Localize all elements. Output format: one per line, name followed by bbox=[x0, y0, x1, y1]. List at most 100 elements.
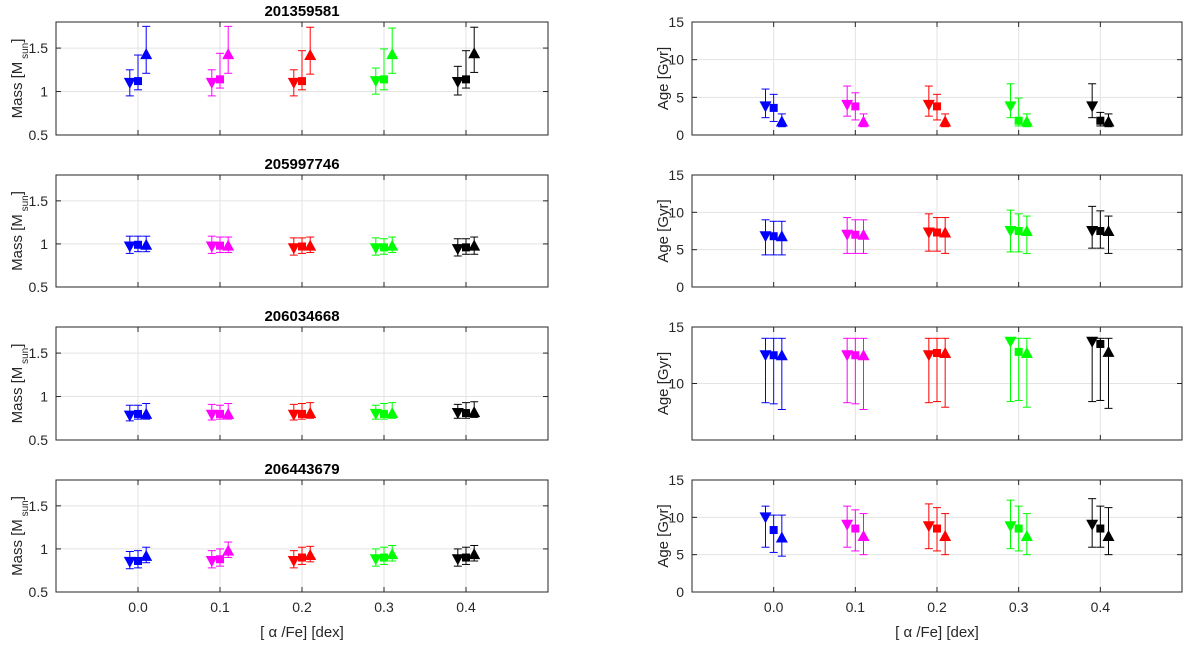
data-point-triangle-up bbox=[1102, 225, 1115, 236]
mass-axis-label: Mass [M sun] bbox=[9, 191, 31, 271]
data-point-square bbox=[1096, 227, 1105, 235]
y-tick-label: 1.5 bbox=[29, 345, 49, 361]
x-tick-label: 0.3 bbox=[374, 599, 394, 615]
y-tick-label: 0 bbox=[676, 584, 684, 600]
data-point-triangle-up bbox=[304, 407, 317, 419]
data-point-triangle-down bbox=[841, 229, 854, 241]
error-bar bbox=[769, 337, 778, 405]
data-point-triangle-up bbox=[386, 548, 399, 560]
data-point-triangle-down bbox=[123, 556, 136, 568]
data-layer bbox=[759, 83, 1115, 128]
data-point-square bbox=[933, 102, 941, 111]
y-tick-label: 10 bbox=[668, 376, 684, 392]
y-tick-label: 5 bbox=[676, 89, 684, 105]
data-point-triangle-down bbox=[369, 76, 382, 88]
x-tick-label: 0.2 bbox=[927, 599, 947, 615]
y-tick-label: 0 bbox=[676, 279, 684, 295]
data-point-triangle-down bbox=[922, 350, 935, 362]
y-tick-label: 5 bbox=[676, 242, 684, 258]
data-point-square bbox=[933, 348, 941, 357]
data-point-square bbox=[298, 77, 306, 86]
data-point-square bbox=[134, 556, 142, 565]
data-point-triangle-down bbox=[1086, 226, 1099, 237]
data-point-triangle-up bbox=[775, 115, 788, 127]
data-point-triangle-down bbox=[759, 512, 772, 524]
data-point-triangle-down bbox=[1086, 336, 1099, 348]
age-axis-label: Age [Gyr] bbox=[655, 504, 672, 567]
data-point-triangle-up bbox=[857, 115, 870, 127]
data-point-triangle-down bbox=[922, 227, 935, 239]
data-point-triangle-down bbox=[841, 99, 854, 111]
data-point-triangle-down bbox=[1004, 521, 1017, 533]
data-point-triangle-up bbox=[222, 407, 235, 419]
data-point-square bbox=[851, 351, 860, 360]
data-point-square bbox=[380, 409, 388, 418]
data-point-triangle-down bbox=[205, 409, 218, 421]
data-point-triangle-up bbox=[939, 115, 952, 127]
data-point-triangle-up bbox=[304, 239, 317, 251]
x-tick-label: 0.4 bbox=[1091, 599, 1111, 615]
y-tick-label: 1 bbox=[40, 84, 48, 100]
data-point-square bbox=[933, 228, 941, 237]
y-tick-label: 5 bbox=[676, 547, 684, 563]
data-point-square bbox=[1014, 116, 1023, 125]
y-tick-label: 0.5 bbox=[29, 127, 49, 143]
data-point-square bbox=[462, 243, 470, 252]
data-point-triangle-down bbox=[1086, 519, 1099, 531]
data-point-triangle-down bbox=[451, 244, 464, 256]
data-point-triangle-down bbox=[287, 409, 300, 421]
y-tick-label: 15 bbox=[668, 167, 684, 183]
data-point-square bbox=[216, 241, 224, 250]
data-point-triangle-down bbox=[922, 99, 935, 111]
data-point-triangle-up bbox=[1020, 530, 1033, 541]
data-point-square bbox=[134, 409, 142, 418]
y-tick-label: 15 bbox=[668, 14, 684, 30]
data-point-square bbox=[380, 75, 388, 84]
error-bar bbox=[761, 337, 770, 404]
x-tick-label: 0.1 bbox=[846, 599, 866, 615]
data-point-triangle-down bbox=[759, 231, 772, 243]
error-bar bbox=[924, 337, 933, 404]
data-point-triangle-down bbox=[287, 555, 300, 567]
data-point-triangle-down bbox=[451, 554, 464, 566]
data-point-triangle-down bbox=[369, 408, 382, 420]
x-tick-label: 0.0 bbox=[764, 599, 784, 615]
data-point-triangle-down bbox=[369, 554, 382, 566]
data-point-triangle-down bbox=[841, 350, 854, 362]
data-point-square bbox=[134, 77, 142, 86]
data-point-square bbox=[298, 553, 306, 562]
data-point-triangle-up bbox=[1020, 225, 1033, 236]
data-point-square bbox=[851, 524, 860, 533]
data-point-triangle-up bbox=[468, 548, 481, 560]
data-point-square bbox=[769, 103, 778, 112]
data-point-triangle-up bbox=[386, 48, 399, 60]
error-bar bbox=[1096, 337, 1105, 401]
data-point-triangle-down bbox=[369, 243, 382, 255]
y-tick-label: 1.5 bbox=[29, 40, 49, 56]
data-point-triangle-down bbox=[123, 410, 136, 422]
data-point-square bbox=[298, 409, 306, 418]
data-point-square bbox=[134, 240, 142, 249]
data-point-triangle-up bbox=[222, 48, 235, 60]
data-point-square bbox=[216, 75, 224, 84]
data-point-triangle-up bbox=[939, 346, 952, 358]
data-point-square bbox=[769, 351, 778, 360]
y-tick-label: 15 bbox=[668, 472, 684, 488]
x-tick-label: 0.1 bbox=[210, 599, 230, 615]
x-tick-label: 0.3 bbox=[1009, 599, 1029, 615]
data-point-square bbox=[462, 75, 470, 84]
data-point-triangle-up bbox=[857, 530, 870, 541]
data-point-triangle-down bbox=[1004, 101, 1017, 113]
data-point-square bbox=[380, 243, 388, 252]
data-point-triangle-down bbox=[205, 555, 218, 567]
mass-axis-label: Mass [M sun] bbox=[9, 496, 31, 576]
data-point-triangle-up bbox=[386, 407, 399, 419]
panel-title: 201359581 bbox=[264, 3, 339, 20]
data-point-triangle-up bbox=[1020, 346, 1033, 358]
data-point-square bbox=[851, 102, 860, 111]
data-point-triangle-up bbox=[468, 47, 481, 59]
data-point-square bbox=[380, 553, 388, 562]
data-layer bbox=[123, 401, 481, 422]
y-tick-label: 1.5 bbox=[29, 498, 49, 514]
data-point-triangle-down bbox=[205, 241, 218, 253]
